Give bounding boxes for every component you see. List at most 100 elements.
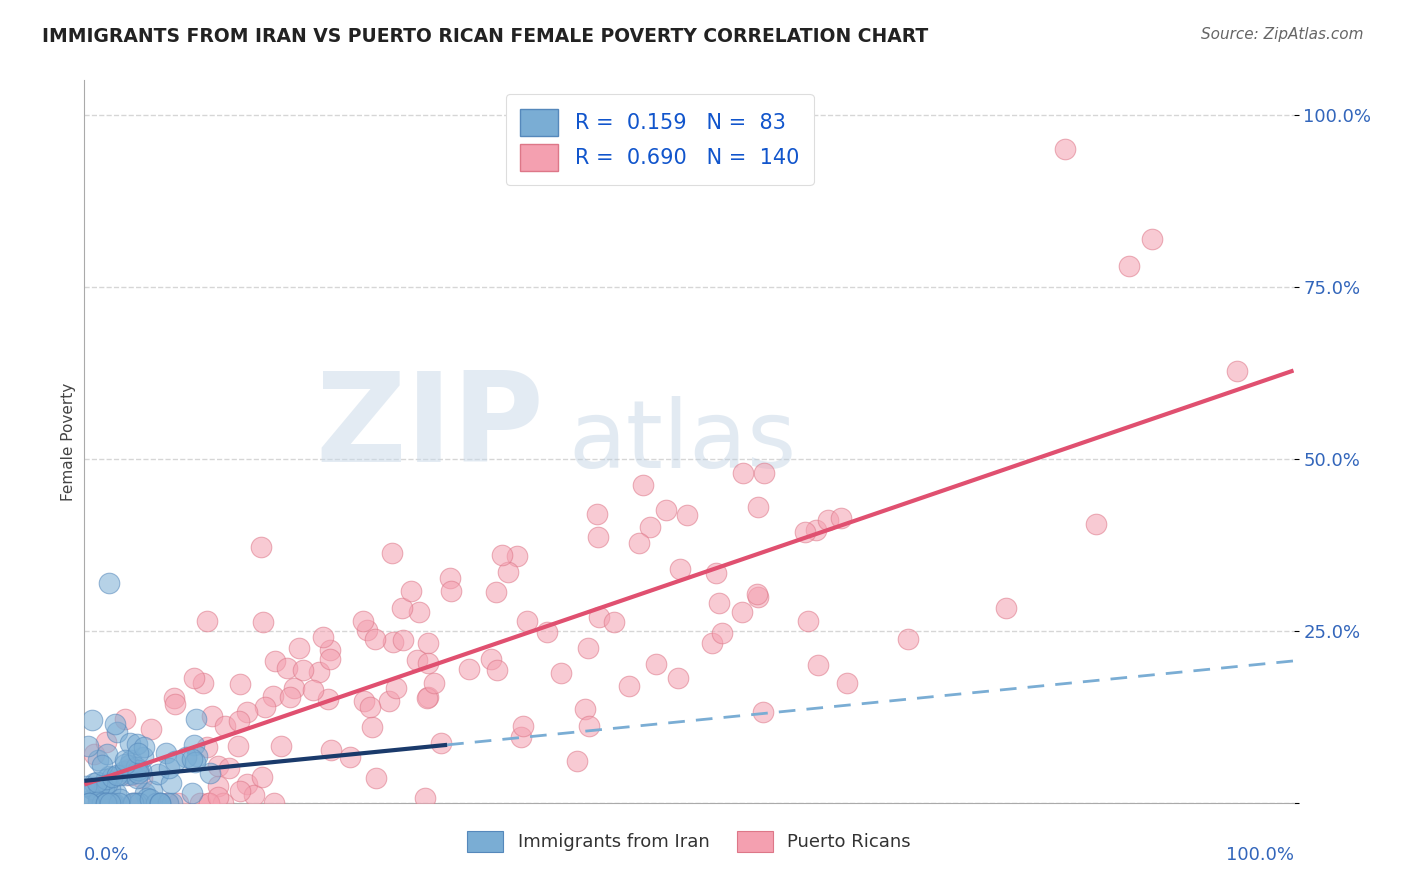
Point	[89, 796, 111, 810]
Point	[485, 584, 508, 599]
Point	[134, 739, 156, 754]
Point	[1226, 364, 1249, 378]
Point	[669, 562, 692, 576]
Point	[318, 643, 340, 657]
Point	[619, 679, 641, 693]
Point	[200, 765, 222, 780]
Point	[1084, 517, 1107, 532]
Point	[139, 792, 162, 806]
Point	[366, 771, 388, 785]
Point	[423, 675, 446, 690]
Point	[804, 523, 827, 537]
Point	[416, 690, 439, 705]
Point	[235, 777, 257, 791]
Point	[796, 615, 818, 629]
Point	[89, 796, 111, 810]
Text: IMMIGRANTS FROM IRAN VS PUERTO RICAN FEMALE POVERTY CORRELATION CHART: IMMIGRANTS FROM IRAN VS PUERTO RICAN FEM…	[42, 27, 928, 45]
Point	[250, 541, 273, 555]
Point	[115, 768, 138, 782]
Point	[817, 513, 839, 527]
Point	[94, 796, 117, 810]
Point	[160, 796, 183, 810]
Point	[87, 790, 110, 805]
Point	[93, 796, 115, 810]
Point	[1118, 259, 1140, 273]
Point	[361, 720, 384, 734]
Point	[408, 605, 430, 619]
Point	[710, 625, 733, 640]
Point	[747, 590, 769, 604]
Point	[418, 635, 440, 649]
Point	[183, 671, 205, 685]
Text: Source: ZipAtlas.com: Source: ZipAtlas.com	[1201, 27, 1364, 42]
Point	[129, 764, 152, 779]
Point	[252, 615, 274, 629]
Point	[588, 610, 610, 624]
Point	[141, 784, 163, 798]
Point	[105, 724, 128, 739]
Point	[149, 796, 172, 810]
Point	[96, 734, 118, 748]
Point	[105, 786, 128, 800]
Point	[159, 776, 181, 790]
Point	[90, 757, 112, 772]
Point	[149, 796, 172, 810]
Legend: Immigrants from Iran, Puerto Ricans: Immigrants from Iran, Puerto Ricans	[460, 823, 918, 859]
Point	[401, 584, 423, 599]
Point	[114, 712, 136, 726]
Point	[79, 796, 101, 810]
Point	[97, 575, 120, 590]
Point	[103, 796, 125, 810]
Point	[440, 583, 463, 598]
Point	[83, 747, 105, 762]
Point	[226, 739, 249, 753]
Point	[97, 796, 120, 810]
Point	[98, 796, 121, 810]
Point	[830, 511, 852, 525]
Text: 100.0%: 100.0%	[1226, 847, 1294, 864]
Point	[114, 753, 136, 767]
Point	[995, 600, 1018, 615]
Point	[731, 467, 754, 481]
Point	[752, 466, 775, 480]
Point	[83, 775, 105, 789]
Point	[112, 764, 135, 779]
Point	[108, 796, 131, 810]
Point	[100, 770, 122, 784]
Point	[87, 753, 110, 767]
Point	[131, 771, 153, 785]
Point	[270, 739, 292, 754]
Point	[186, 712, 208, 726]
Point	[308, 665, 330, 679]
Point	[75, 779, 97, 793]
Point	[146, 767, 169, 781]
Point	[165, 697, 187, 711]
Point	[218, 761, 240, 775]
Point	[645, 657, 668, 671]
Point	[93, 780, 115, 795]
Point	[127, 764, 149, 778]
Point	[353, 694, 375, 708]
Point	[86, 774, 108, 789]
Point	[157, 761, 180, 775]
Point	[391, 601, 413, 615]
Point	[262, 690, 284, 704]
Point	[121, 796, 143, 810]
Point	[252, 770, 274, 784]
Point	[77, 796, 100, 810]
Point	[98, 782, 121, 797]
Point	[96, 796, 118, 810]
Point	[510, 731, 533, 745]
Point	[406, 653, 429, 667]
Point	[318, 692, 340, 706]
Point	[707, 596, 730, 610]
Point	[418, 656, 440, 670]
Point	[574, 702, 596, 716]
Point	[191, 676, 214, 690]
Point	[807, 658, 830, 673]
Point	[120, 736, 142, 750]
Point	[201, 709, 224, 723]
Point	[87, 791, 110, 805]
Text: 0.0%: 0.0%	[84, 847, 129, 864]
Text: atlas: atlas	[568, 395, 796, 488]
